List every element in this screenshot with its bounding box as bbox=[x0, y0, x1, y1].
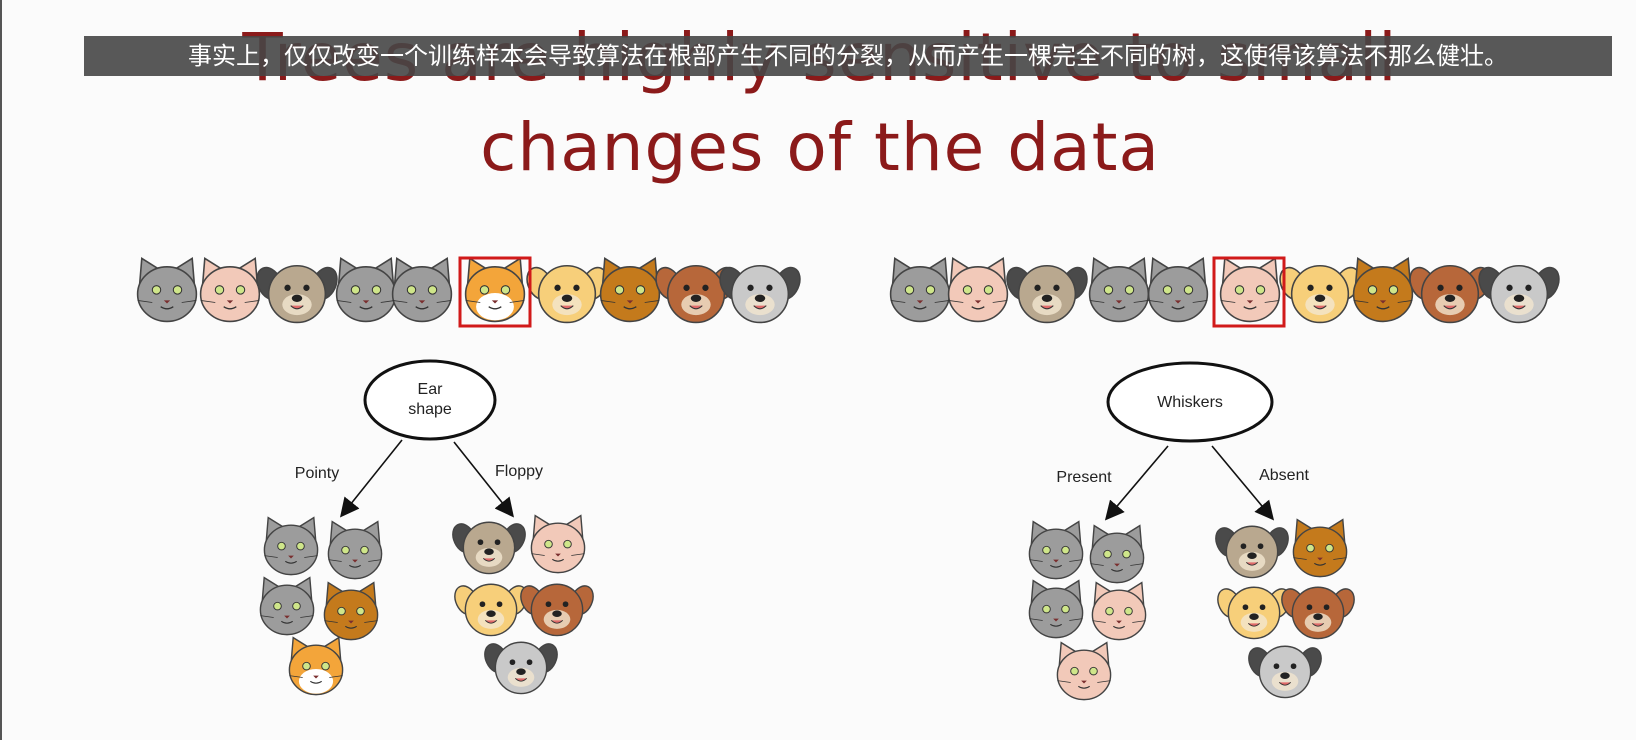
animal-left-1 bbox=[199, 257, 261, 323]
animal-left-9 bbox=[719, 264, 801, 324]
left-root-label-line2: shape bbox=[408, 401, 452, 418]
dataset-row-left bbox=[136, 256, 801, 328]
leaf-animal-16 bbox=[1292, 518, 1348, 578]
animal-right-8 bbox=[1409, 264, 1491, 324]
animal-left-0 bbox=[136, 257, 198, 323]
animal-left-4 bbox=[391, 257, 453, 323]
leaf-animal-13 bbox=[1091, 581, 1147, 641]
slide-title-line-2: changes of the data bbox=[480, 109, 1160, 186]
animal-right-3 bbox=[1088, 257, 1150, 323]
changed-sample-highlight-left bbox=[458, 256, 532, 328]
animal-left-3 bbox=[335, 257, 397, 323]
leaf-groups bbox=[259, 514, 1355, 701]
animal-right-6 bbox=[1279, 264, 1361, 324]
animal-right-5 bbox=[1219, 257, 1281, 323]
absent-branch-label: Absent bbox=[1259, 467, 1309, 484]
leaf-animal-19 bbox=[1248, 645, 1322, 699]
changed-sample-highlight-right bbox=[1212, 256, 1286, 328]
leaf-animal-5 bbox=[452, 521, 526, 575]
leaf-animal-3 bbox=[323, 581, 379, 641]
leaf-animal-4 bbox=[288, 636, 344, 696]
left-branch-label: Pointy bbox=[295, 465, 339, 482]
leaf-animal-10 bbox=[1028, 520, 1084, 580]
leaf-animal-2 bbox=[259, 576, 315, 636]
left-decision-tree: Ear shape Pointy Floppy bbox=[295, 359, 543, 518]
right-tree-arrow-right bbox=[1211, 445, 1275, 521]
leaf-animal-0 bbox=[263, 516, 319, 576]
animal-left-2 bbox=[256, 264, 338, 324]
leaf-animal-12 bbox=[1028, 579, 1084, 639]
animal-left-6 bbox=[526, 264, 608, 324]
left-root-label-line1: Ear bbox=[418, 381, 444, 398]
animal-left-7 bbox=[599, 257, 661, 323]
right-branch-label: Floppy bbox=[495, 463, 543, 480]
leaf-animal-14 bbox=[1056, 641, 1112, 701]
right-decision-tree: Whiskers Present Absent bbox=[1056, 361, 1309, 521]
leaf-animal-17 bbox=[1217, 586, 1291, 640]
leaf-animal-11 bbox=[1089, 524, 1145, 584]
leaf-animal-8 bbox=[520, 583, 594, 637]
left-tree-arrow-left bbox=[340, 439, 403, 518]
video-subtitle: 事实上，仅仅改变一个训练样本会导致算法在根部产生不同的分裂，从而产生一棵完全不同… bbox=[84, 36, 1612, 76]
leaf-animal-9 bbox=[484, 641, 558, 695]
present-branch-label: Present bbox=[1056, 469, 1112, 486]
leaf-animal-7 bbox=[454, 583, 528, 637]
animal-right-9 bbox=[1478, 264, 1560, 324]
animal-right-2 bbox=[1006, 264, 1088, 324]
animal-right-0 bbox=[889, 257, 951, 323]
left-root-node bbox=[363, 359, 497, 441]
right-root-label: Whiskers bbox=[1157, 394, 1223, 411]
right-root-node bbox=[1106, 361, 1274, 443]
leaf-animal-6 bbox=[530, 514, 586, 574]
animal-right-4 bbox=[1147, 257, 1209, 323]
animal-right-1 bbox=[947, 257, 1009, 323]
leaf-animal-15 bbox=[1215, 525, 1289, 579]
left-tree-arrow-right bbox=[453, 441, 514, 518]
animal-right-7 bbox=[1352, 257, 1414, 323]
leaf-animal-18 bbox=[1281, 586, 1355, 640]
leaf-animal-1 bbox=[327, 520, 383, 580]
animal-left-5 bbox=[464, 257, 526, 323]
dataset-row-right bbox=[889, 256, 1560, 328]
right-tree-arrow-left bbox=[1104, 445, 1169, 521]
